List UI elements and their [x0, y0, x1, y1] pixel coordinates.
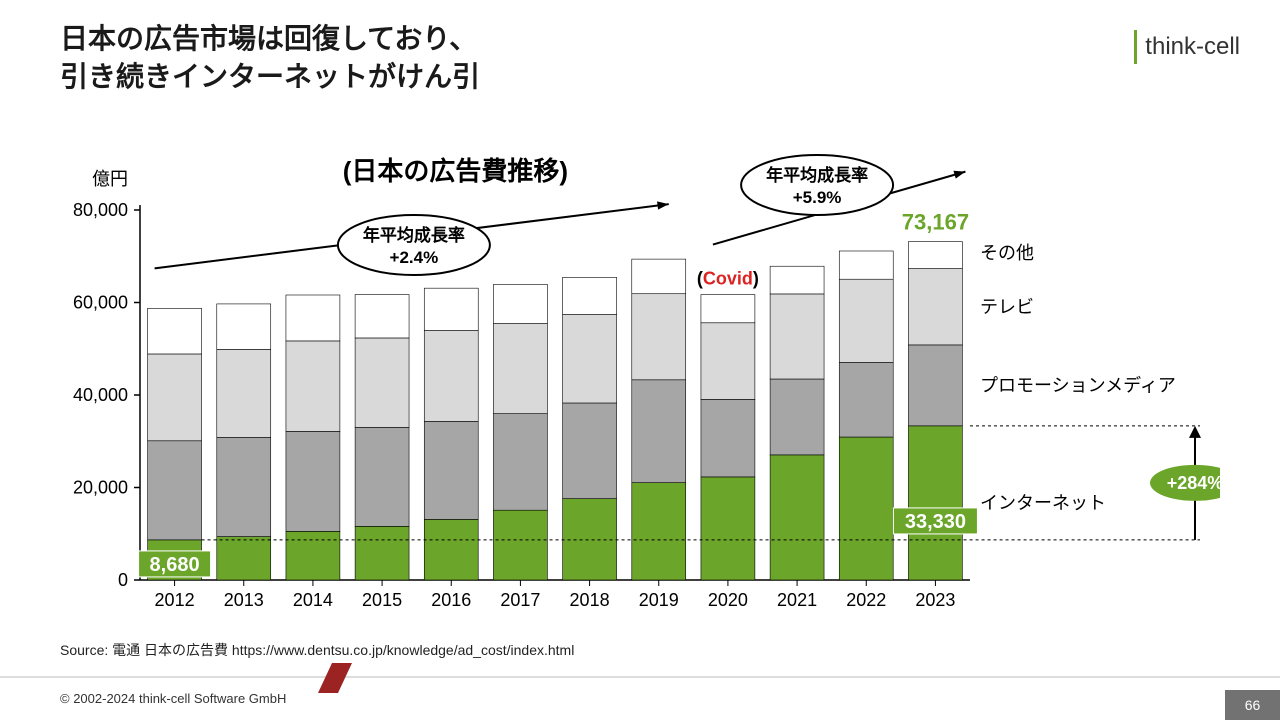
footer-accent-icon: [318, 663, 352, 693]
svg-text:(Covid): (Covid): [697, 269, 759, 289]
title-line-2: 引き続きインターネットがけん引: [60, 61, 480, 92]
svg-text:2019: 2019: [639, 590, 679, 610]
title-line-1: 日本の広告市場は回復しており、: [60, 23, 477, 54]
svg-text:40,000: 40,000: [73, 385, 128, 405]
svg-text:プロモーションメディア: プロモーションメディア: [980, 375, 1176, 395]
svg-text:+284%: +284%: [1167, 473, 1220, 493]
svg-text:2020: 2020: [708, 590, 748, 610]
svg-text:2014: 2014: [293, 590, 333, 610]
ad-spend-chart: 0 20,000 40,000 60,000 80,000 億円 2012 2013 2014 2…: [60, 150, 1220, 620]
svg-text:インターネット: インターネット: [980, 493, 1106, 513]
svg-text:2023: 2023: [915, 590, 955, 610]
svg-text:33,330: 33,330: [905, 511, 966, 533]
svg-text:(日本の広告費推移): (日本の広告費推移): [343, 156, 568, 186]
logo: think-cell: [1134, 30, 1240, 64]
svg-text:億円: 億円: [92, 169, 128, 189]
svg-text:2015: 2015: [362, 590, 402, 610]
svg-text:2021: 2021: [777, 590, 817, 610]
svg-text:0: 0: [118, 570, 128, 590]
copyright-text: © 2002-2024 think-cell Software GmbH: [60, 691, 286, 706]
svg-text:テレビ: テレビ: [980, 297, 1034, 317]
svg-text:20,000: 20,000: [73, 478, 128, 498]
svg-text:+2.4%: +2.4%: [390, 248, 439, 267]
source-text: Source: 電通 日本の広告費 https://www.dentsu.co.…: [60, 640, 574, 660]
svg-text:60,000: 60,000: [73, 293, 128, 313]
svg-text:年平均成長率: 年平均成長率: [363, 225, 465, 245]
page-number: 66: [1225, 690, 1280, 720]
logo-bar-icon: [1134, 30, 1137, 64]
svg-text:2022: 2022: [846, 590, 886, 610]
logo-text: think-cell: [1145, 33, 1240, 61]
svg-text:+5.9%: +5.9%: [793, 188, 842, 207]
svg-text:2013: 2013: [224, 590, 264, 610]
svg-text:2018: 2018: [570, 590, 610, 610]
svg-text:2016: 2016: [431, 590, 471, 610]
svg-text:2017: 2017: [500, 590, 540, 610]
svg-text:80,000: 80,000: [73, 200, 128, 220]
svg-text:73,167: 73,167: [902, 210, 969, 235]
svg-text:年平均成長率: 年平均成長率: [766, 165, 868, 185]
svg-text:その他: その他: [980, 243, 1034, 263]
footer-divider: [0, 676, 1280, 678]
svg-text:2012: 2012: [155, 590, 195, 610]
svg-text:8,680: 8,680: [150, 554, 200, 576]
